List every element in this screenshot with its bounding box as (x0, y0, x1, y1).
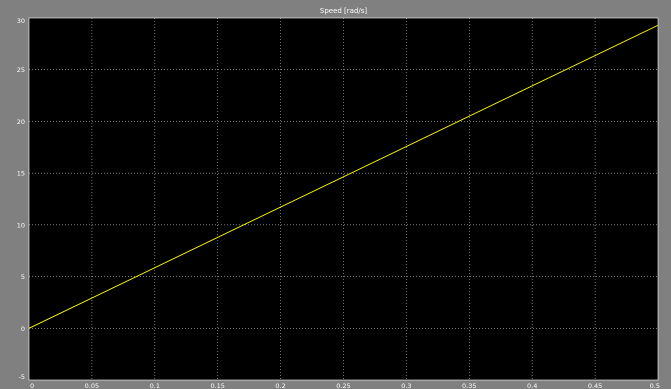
x-tick-label: 0.1 (150, 382, 160, 389)
x-tick-label: 0.4 (527, 382, 537, 389)
y-tick-label: 10 (17, 221, 25, 229)
x-tick-label: 0.45 (588, 382, 602, 389)
x-tick-label: 0.2 (275, 382, 285, 389)
x-tick-label: 0.3 (401, 382, 411, 389)
y-tick-label: 20 (17, 118, 25, 126)
y-tick-label: 15 (17, 170, 25, 178)
x-axis-ticks: 0 0.05 0.1 0.15 0.2 0.25 0.3 0.35 0.4 0.45 0.5 (30, 382, 660, 389)
x-tick-label: 0.35 (462, 382, 476, 389)
y-axis-ticks: -5 0 5 10 15 20 25 30 (17, 17, 25, 381)
y-tick-label: 25 (17, 66, 25, 74)
y-tick-label: 30 (17, 17, 25, 25)
x-tick-label: 0.05 (85, 382, 99, 389)
speed-series-line (28, 24, 659, 329)
series-group (28, 24, 659, 329)
grid-lines (29, 18, 658, 380)
y-tick-label: -5 (19, 373, 25, 381)
y-tick-label: 0 (21, 325, 25, 333)
plot-title: Speed [rad/s] (320, 7, 368, 15)
x-tick-label: 0.5 (650, 382, 660, 389)
x-tick-label: 0.25 (336, 382, 350, 389)
x-tick-label: 0.15 (210, 382, 224, 389)
y-tick-label: 5 (21, 273, 25, 281)
x-tick-label: 0 (30, 382, 34, 389)
